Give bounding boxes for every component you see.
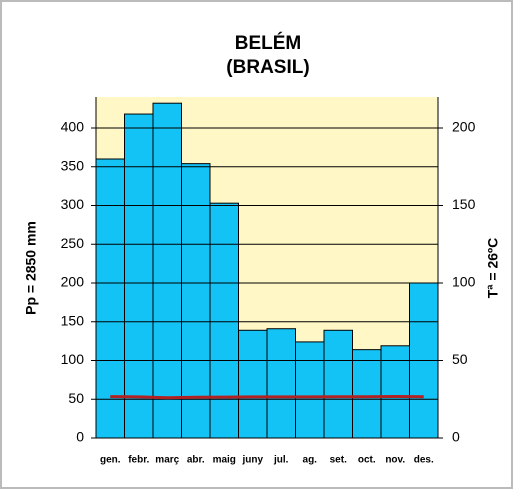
y-tick-label: 250	[61, 235, 85, 251]
y-tick-label: 200	[61, 274, 85, 290]
bar	[352, 349, 382, 439]
y2-tick-label: 0	[452, 429, 460, 445]
bar	[181, 163, 211, 439]
y2-tick-label: 100	[452, 274, 476, 290]
x-tick-label: maig	[213, 455, 236, 466]
x-tick-label: nov.	[385, 455, 405, 466]
x-tick-label: set.	[330, 455, 347, 466]
chart-title: BELÉM	[235, 32, 302, 54]
x-tick-label: des.	[414, 455, 434, 466]
x-tick-label: juny	[241, 455, 263, 466]
bar	[238, 329, 268, 439]
y-tick-label: 100	[61, 351, 85, 367]
y2-tick-label: 200	[452, 119, 476, 135]
x-tick-label: abr.	[187, 455, 205, 466]
y-tick-label: 350	[61, 157, 85, 173]
x-tick-label: ag.	[303, 455, 318, 466]
y-tick-label: 300	[61, 196, 85, 212]
chart-subtitle: (BRASIL)	[226, 57, 309, 78]
y-tick-label: 150	[61, 312, 85, 328]
bar	[124, 113, 154, 439]
x-tick-label: març	[155, 455, 179, 466]
y-tick-label: 50	[68, 390, 84, 406]
y2-tick-label: 50	[452, 351, 468, 367]
x-tick-label: jul.	[273, 455, 289, 466]
y-tick-label: 400	[61, 119, 85, 135]
bar	[380, 345, 410, 439]
bar	[323, 329, 353, 439]
x-tick-label: oct.	[358, 455, 376, 466]
x-tick-label: gen.	[100, 455, 121, 466]
temperature-line	[110, 394, 424, 400]
bar	[266, 328, 296, 439]
bar	[209, 202, 239, 439]
y2-axis-label: Tª = 26ºC	[485, 238, 501, 298]
y-tick-label: 0	[76, 429, 84, 445]
bar	[152, 102, 182, 439]
bar	[295, 341, 325, 439]
y2-tick-label: 150	[452, 196, 476, 212]
x-tick-label: febr.	[128, 455, 149, 466]
y-axis-label: Pp = 2850 mm	[23, 221, 39, 315]
